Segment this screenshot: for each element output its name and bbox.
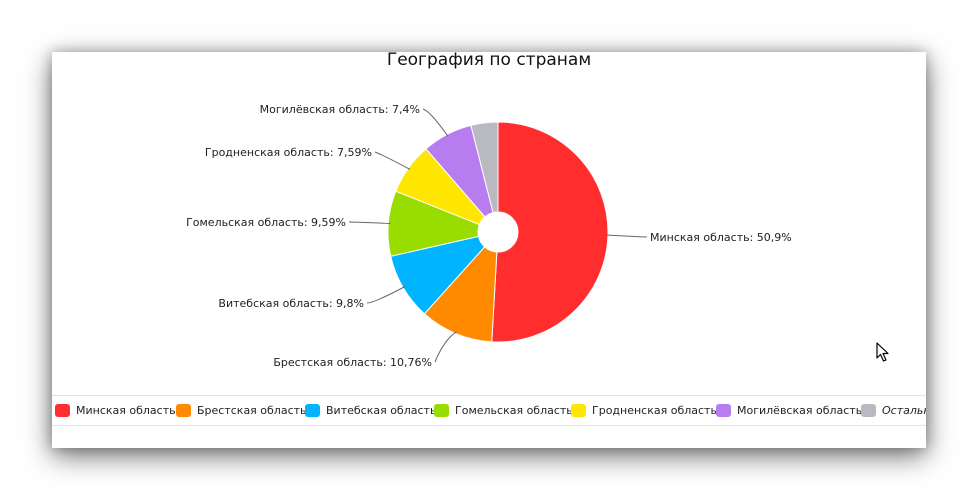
legend-label-gomel: Гомельская область bbox=[455, 403, 573, 417]
pie-chart: Минская область: 50,9% Брестская область:… bbox=[186, 103, 792, 369]
slice-label: Гомельская область: 9,59% bbox=[186, 216, 346, 229]
legend-item-minsk[interactable]: Минская область bbox=[55, 402, 176, 418]
legend-label-grodno: Гродненская область bbox=[592, 403, 717, 417]
slice-connector-line bbox=[434, 331, 457, 363]
slice-connector-line bbox=[422, 108, 449, 137]
legend-swatch-brest bbox=[176, 403, 191, 417]
legend-swatch-mogilev bbox=[716, 403, 731, 417]
legend-swatch-grodno bbox=[571, 403, 586, 417]
legend-swatch-minsk bbox=[55, 403, 70, 417]
legend-item-brest[interactable]: Брестская область bbox=[176, 402, 307, 418]
slice-label: Минская область: 50,9% bbox=[650, 231, 792, 244]
slice-label: Гродненская область: 7,59% bbox=[205, 146, 372, 159]
slice-connector-line bbox=[348, 221, 391, 224]
slice-label: Витебская область: 9,8% bbox=[218, 297, 364, 310]
chart-legend: Минская область Брестская область Витебс… bbox=[52, 395, 926, 426]
legend-item-vitebsk[interactable]: Витебская область bbox=[305, 402, 436, 418]
slice-connector-line bbox=[374, 151, 411, 170]
legend-label-vitebsk: Витебская область bbox=[326, 403, 437, 417]
legend-swatch-other bbox=[861, 403, 876, 417]
legend-item-grodno[interactable]: Гродненская область bbox=[571, 402, 717, 418]
legend-label-minsk: Минская область bbox=[76, 403, 176, 417]
slice-label: Брестская область: 10,76% bbox=[273, 356, 432, 369]
slice-connector-line bbox=[366, 286, 406, 304]
chart-card: География по странам Минская область: 50… bbox=[52, 52, 926, 448]
legend-item-gomel[interactable]: Гомельская область bbox=[434, 402, 573, 418]
mouse-pointer-icon bbox=[876, 342, 889, 362]
legend-item-mogilev[interactable]: Могилёвская область bbox=[716, 402, 862, 418]
legend-label-mogilev: Могилёвская область bbox=[737, 403, 863, 417]
donut-hole bbox=[478, 212, 518, 252]
legend-swatch-gomel bbox=[434, 403, 449, 417]
chart-title: География по странам bbox=[386, 52, 592, 70]
slice-label: Могилёвская область: 7,4% bbox=[260, 103, 420, 116]
legend-swatch-vitebsk bbox=[305, 403, 320, 417]
slice-connector-line bbox=[605, 234, 648, 238]
legend-label-other: Остальные bbox=[882, 403, 926, 417]
legend-item-other[interactable]: Остальные bbox=[861, 402, 926, 418]
legend-label-brest: Брестская область bbox=[197, 403, 307, 417]
